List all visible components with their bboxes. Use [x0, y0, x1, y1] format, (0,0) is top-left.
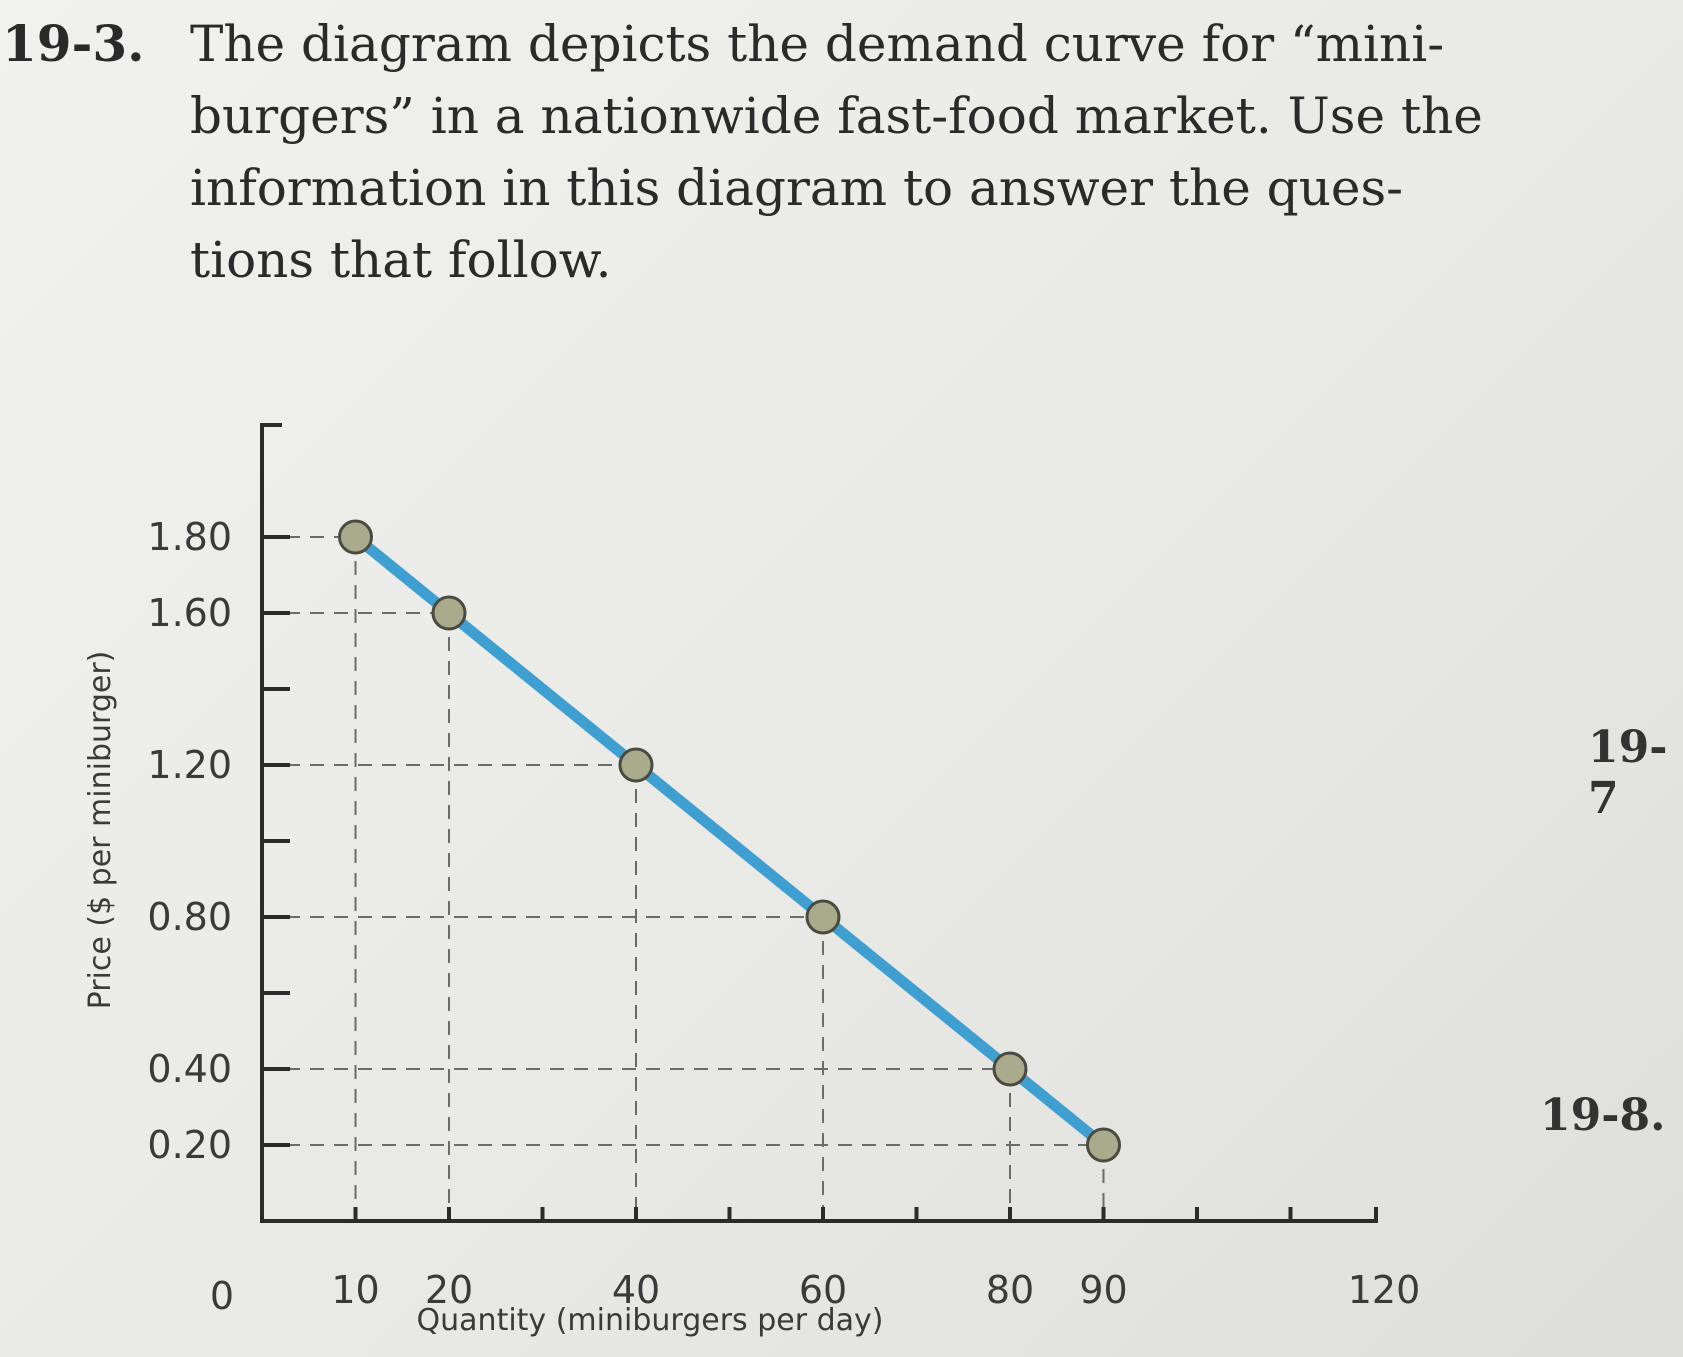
y-tick-label: 0.40 [147, 1047, 232, 1091]
y-tick-label: 1.60 [147, 591, 232, 635]
data-point [338, 519, 373, 555]
next-problem-label: 19-8. [1540, 1090, 1666, 1141]
x-tick-label: 10 [331, 1268, 379, 1312]
problem-line: information in this diagram to answer th… [190, 159, 1404, 217]
problem-number: 19-3. [2, 14, 145, 73]
x-tick-label: 60 [799, 1268, 847, 1312]
data-point [431, 595, 467, 631]
x-axis-title: Quantity (miniburgers per day) [417, 1303, 884, 1338]
axes [260, 423, 1378, 1223]
problem-line: tions that follow. [190, 231, 612, 289]
data-point [805, 899, 841, 935]
data-point [1086, 1127, 1121, 1163]
problem-line: The diagram depicts the demand curve for… [190, 15, 1445, 73]
data-point [618, 747, 654, 783]
demand-series [338, 519, 1121, 1163]
axis-labels: 0.20 0.40 0.80 1.20 1.60 1.80 10 20 40 60 80 90 120 0… [83, 515, 1420, 1338]
x-tick-label: 80 [986, 1268, 1034, 1312]
y-tick-label: 1.20 [147, 743, 232, 787]
axis-lines [260, 423, 1378, 1223]
x-tick-label: 20 [425, 1268, 473, 1312]
x-tick-label: 120 [1348, 1268, 1421, 1312]
y-tick-label: 0.20 [147, 1123, 232, 1167]
dashed-guides [262, 536, 1105, 1221]
origin-label: 0 [210, 1274, 234, 1318]
next-problem-label: 19-7 [1588, 722, 1668, 824]
x-tick-label: 90 [1079, 1268, 1127, 1312]
problem-line: burgers” in a nationwide fast-food marke… [190, 87, 1483, 145]
y-tick-label: 1.80 [147, 515, 232, 559]
demand-curve-line [350, 531, 1109, 1151]
problem-text: The diagram depicts the demand curve for… [190, 8, 1540, 296]
x-tick-label: 40 [612, 1268, 660, 1312]
y-tick-label: 0.80 [147, 895, 232, 939]
data-point [992, 1051, 1028, 1087]
y-axis-title: Price ($ per miniburger) [83, 651, 118, 1010]
